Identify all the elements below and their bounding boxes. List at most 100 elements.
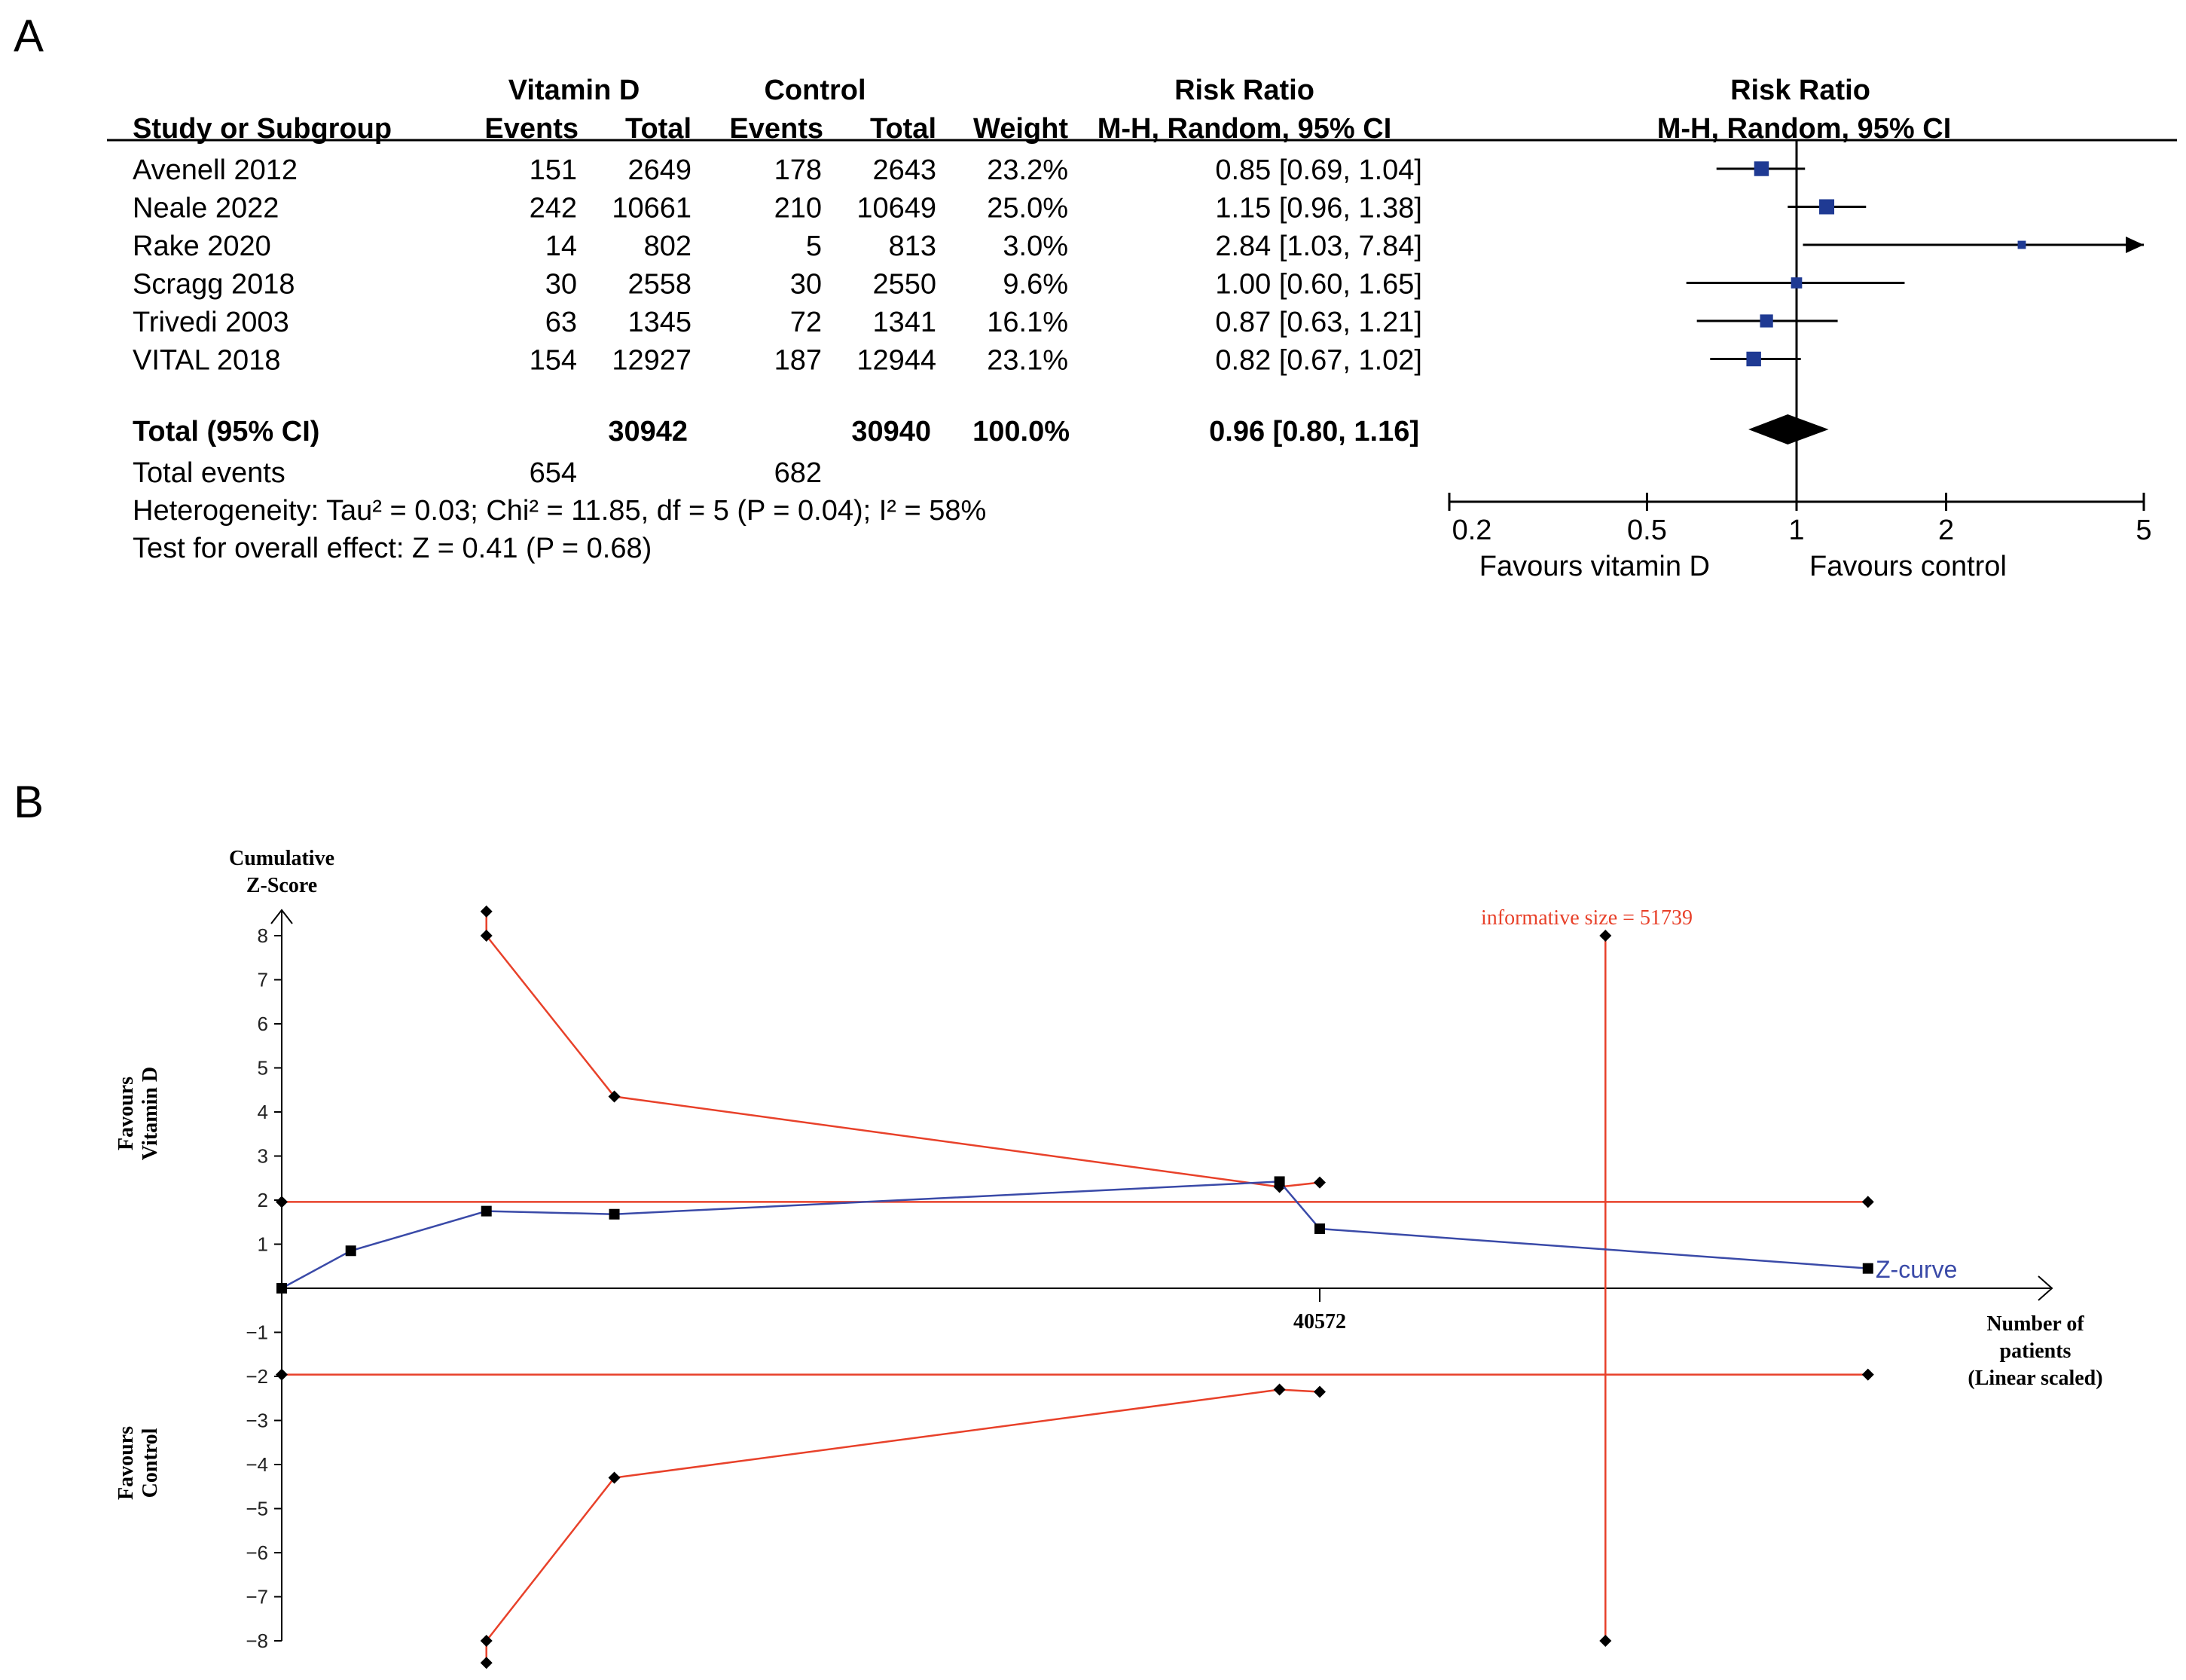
tsa-y-tick-label: −4 <box>246 1453 268 1476</box>
row-events-control: 30 <box>790 269 822 301</box>
favours-top-line-1: Favours <box>114 1077 138 1150</box>
panel-b-label: B <box>14 777 44 827</box>
row-total-vitamin-d: 1345 <box>627 307 692 338</box>
tsa-monitoring-boundary-marker <box>608 1471 621 1484</box>
tsa-y-tick-label: 5 <box>258 1057 268 1080</box>
tsa-y-tick-label: 4 <box>258 1101 268 1123</box>
row-events-vitamin-d: 242 <box>530 193 577 225</box>
tsa-conventional-boundary-marker <box>276 1196 288 1208</box>
row-risk-ratio-ci: 0.87 [0.63, 1.21] <box>1215 307 1422 338</box>
favours-top-line-2: Vitamin D <box>139 1067 162 1160</box>
z-curve-label: Z-curve <box>1876 1256 1957 1283</box>
row-events-vitamin-d: 154 <box>530 345 577 377</box>
row-risk-ratio-ci: 2.84 [1.03, 7.84] <box>1215 231 1422 262</box>
forest-x-tick-label: 0.5 <box>1627 515 1667 546</box>
favours-control-label: Favours control <box>1809 551 2007 582</box>
x-axis-title-line-3: (Linear scaled) <box>1968 1367 2102 1390</box>
tsa-z-curve-point <box>1862 1263 1873 1274</box>
favours-vitamin-d-label: Favours vitamin D <box>1479 551 1710 582</box>
tsa-y-tick-label: −2 <box>246 1365 268 1388</box>
tsa-z-curve-point <box>1274 1176 1285 1187</box>
row-total-vitamin-d: 2558 <box>627 269 692 301</box>
row-risk-ratio-ci: 0.85 [0.69, 1.04] <box>1215 154 1422 186</box>
total-events-control: 682 <box>774 457 822 489</box>
tsa-z-curve-point <box>609 1208 620 1220</box>
tsa-y-tick-label: −3 <box>246 1410 268 1432</box>
tsa-y-tick-label: 3 <box>258 1145 268 1168</box>
tsa-z-curve-point <box>345 1245 356 1257</box>
row-weight: 25.0% <box>987 193 1068 225</box>
tsa-monitoring-boundary-marker <box>1314 1176 1326 1189</box>
tsa-monitoring-boundary-marker <box>480 905 493 918</box>
total-events-label: Total events <box>133 457 285 489</box>
tsa-monitoring-boundary-upper <box>485 911 1320 1188</box>
tsa-y-tick-label: −1 <box>246 1321 268 1344</box>
tsa-monitoring-boundary-marker <box>1314 1385 1326 1398</box>
forest-x-tick-label: 5 <box>2136 515 2151 546</box>
tsa-ris-marker <box>1599 930 1612 942</box>
tsa-y-tick-label: −6 <box>246 1541 268 1564</box>
total-label: Total (95% CI) <box>133 416 319 447</box>
favours-bottom-line-1: Favours <box>114 1426 138 1500</box>
row-total-control: 2643 <box>872 154 936 186</box>
row-total-control: 12944 <box>856 345 936 377</box>
tsa-z-curve-point <box>481 1205 492 1217</box>
row-events-vitamin-d: 151 <box>530 154 577 186</box>
tsa-z-curve-point <box>276 1283 287 1294</box>
tsa-monitoring-boundary-marker <box>480 1657 493 1669</box>
tsa-monitoring-boundary-marker <box>1273 1383 1286 1396</box>
study-rows: Avenell 2012 151 2649 178 2643 23.2% 0.85 [0.6… <box>133 154 1422 377</box>
row-study-name: Neale 2022 <box>133 193 279 225</box>
header-control: Control <box>764 75 866 106</box>
header-risk-ratio: Risk Ratio <box>1174 75 1314 106</box>
row-events-control: 5 <box>806 231 822 262</box>
favours-vitamin-d-vertical: Favours Vitamin D <box>114 1067 162 1160</box>
row-total-vitamin-d: 12927 <box>612 345 692 377</box>
tsa-y-tick-label: −8 <box>246 1630 268 1652</box>
total-weight: 100.0% <box>972 416 1070 447</box>
tsa-conventional-boundary-marker <box>276 1368 288 1381</box>
row-risk-ratio-ci: 1.00 [0.60, 1.65] <box>1215 269 1422 301</box>
tsa-y-tick-label: 2 <box>258 1189 268 1211</box>
row-study-name: Avenell 2012 <box>133 154 298 186</box>
forest-study-square <box>1791 277 1803 289</box>
row-study-name: Scragg 2018 <box>133 269 295 301</box>
row-weight: 9.6% <box>1003 269 1068 301</box>
information-size-label: informative size = 51739 <box>1481 906 1693 930</box>
row-events-control: 72 <box>790 307 822 338</box>
tsa-conventional-boundary-marker <box>1861 1196 1874 1208</box>
row-events-vitamin-d: 14 <box>545 231 577 262</box>
total-n-vitamin-d: 30942 <box>608 416 688 447</box>
row-risk-ratio-ci: 1.15 [0.96, 1.38] <box>1215 193 1422 225</box>
tsa-x-axis-arrow <box>2038 1275 2053 1301</box>
row-weight: 16.1% <box>987 307 1068 338</box>
tsa-monitoring-boundary-marker <box>608 1090 621 1103</box>
tsa-y-tick-label: 6 <box>258 1013 268 1035</box>
forest-study-square <box>1746 351 1761 367</box>
row-weight: 23.2% <box>987 154 1068 186</box>
x-axis-title-line-2: patients <box>2000 1339 2072 1363</box>
panel-b: B Cumulative Z-Score Favours Vitamin D F… <box>14 777 2103 1669</box>
tsa-chart: −8 −7 −6 −5 −4 −3 −2 −1 1 2 3 4 5 6 7 8 <box>246 905 2053 1669</box>
row-risk-ratio-ci: 0.82 [0.67, 1.02] <box>1215 345 1422 377</box>
row-weight: 23.1% <box>987 345 1068 377</box>
row-events-control: 187 <box>774 345 822 377</box>
forest-x-tick-label: 1 <box>1788 515 1804 546</box>
row-total-vitamin-d: 2649 <box>627 154 692 186</box>
tsa-y-axis-arrow <box>270 909 293 924</box>
tsa-y-tick-label: 1 <box>258 1233 268 1256</box>
tsa-y-tick-label: −7 <box>246 1586 268 1608</box>
heterogeneity-text: Heterogeneity: Tau² = 0.03; Chi² = 11.85… <box>133 495 986 527</box>
tsa-conventional-boundary-marker <box>1861 1368 1874 1381</box>
header-risk-ratio-plot: Risk Ratio <box>1730 75 1870 106</box>
forest-study-square <box>1754 161 1769 176</box>
forest-x-tick-label: 2 <box>1938 515 1954 546</box>
total-ci: 0.96 [0.80, 1.16] <box>1209 416 1419 447</box>
row-study-name: Trivedi 2003 <box>133 307 289 338</box>
panel-a-label: A <box>14 11 44 61</box>
row-total-vitamin-d: 10661 <box>612 193 692 225</box>
x-axis-title-line-1: Number of <box>1986 1312 2084 1336</box>
tsa-monitoring-boundary-marker <box>480 1635 493 1647</box>
forest-study-square <box>1819 199 1835 215</box>
forest-plot: 0.2 0.5 1 2 5 <box>1448 140 2152 546</box>
